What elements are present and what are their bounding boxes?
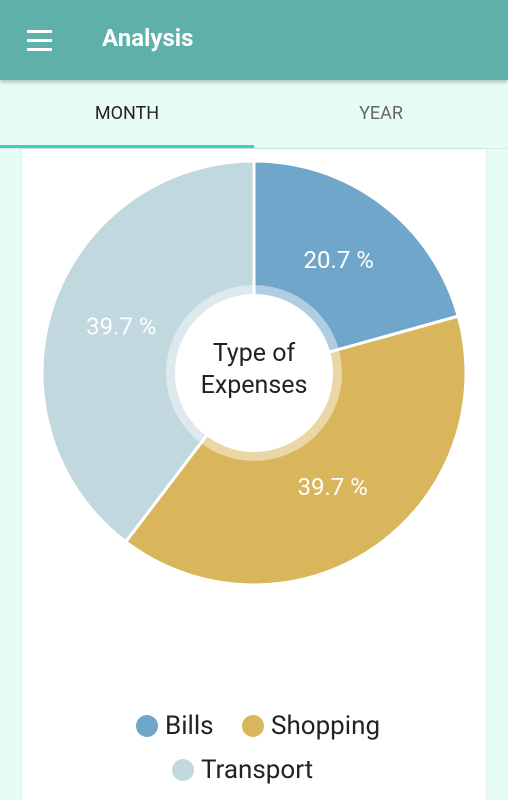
legend-swatch — [136, 715, 158, 737]
legend-label: Bills — [165, 711, 214, 741]
value-label: 39.7 % — [297, 473, 367, 501]
tab[interactable]: MONTH — [0, 80, 254, 148]
pie-slice — [40, 159, 256, 544]
center-label: Type of Expenses — [200, 339, 308, 400]
value-label: 39.7 % — [86, 313, 156, 341]
app-title: Analysis — [102, 24, 194, 52]
donut-hole — [175, 294, 333, 452]
menu-icon[interactable] — [0, 0, 60, 80]
tab-bar: MONTH YEAR — [0, 80, 508, 149]
legend-swatch — [242, 715, 264, 737]
legend-label: Transport — [201, 755, 313, 785]
value-label: 20.7 % — [304, 246, 374, 274]
app-bar: Analysis — [0, 0, 508, 80]
legend-label: Shopping — [271, 711, 380, 741]
pie-slice — [123, 314, 468, 587]
legend-swatch — [172, 759, 194, 781]
tab[interactable]: YEAR — [359, 103, 403, 124]
